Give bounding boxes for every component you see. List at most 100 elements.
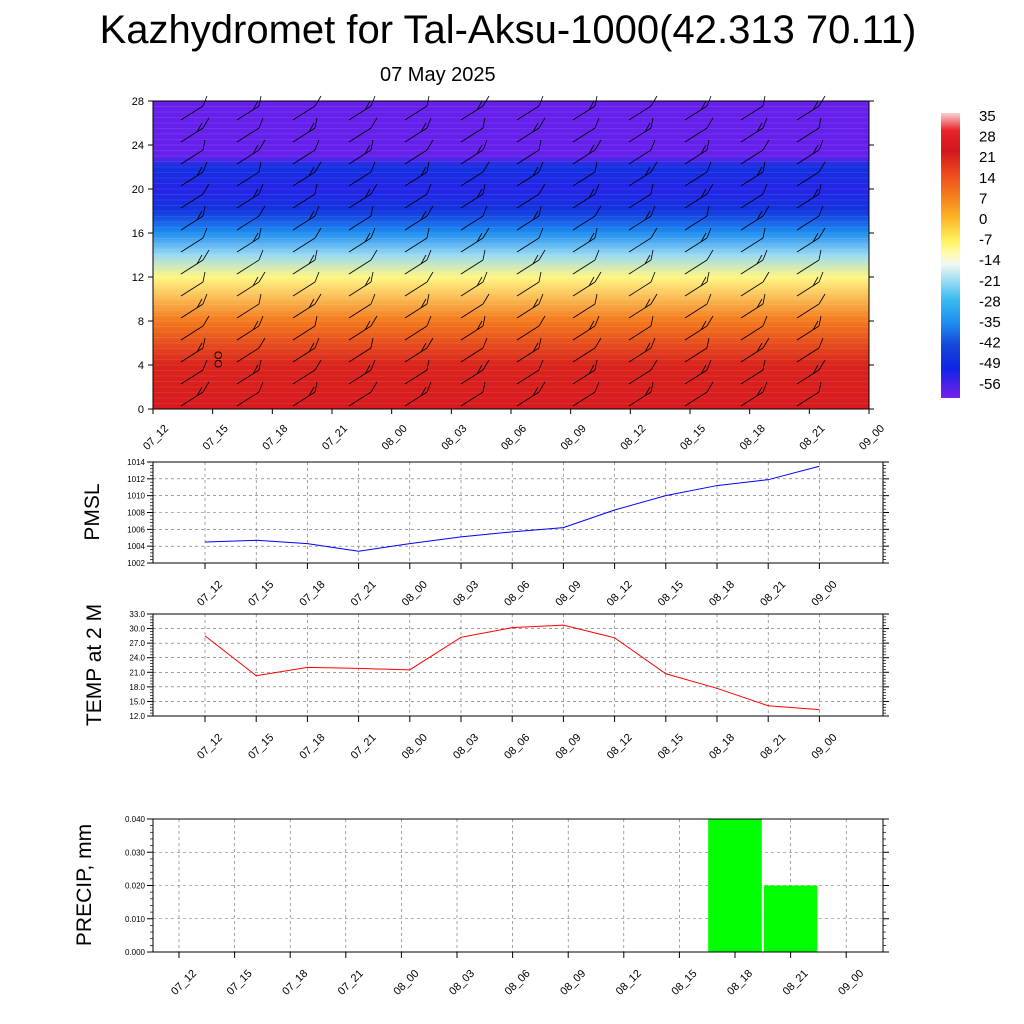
wind-barb <box>516 183 546 209</box>
x-tick-label: 07_12 <box>169 968 199 998</box>
x-tick-label: 09_00 <box>836 968 866 998</box>
wind-barb <box>180 271 206 297</box>
wind-barb <box>628 271 656 297</box>
x-tick-label: 08_09 <box>558 968 588 998</box>
wind-barb <box>292 337 320 363</box>
plot-frame <box>152 613 884 717</box>
wind-barb <box>460 381 486 407</box>
wind-barb <box>348 271 374 297</box>
wind-barb <box>292 271 320 297</box>
wind-barb <box>348 293 376 319</box>
wind-barb <box>628 161 658 187</box>
x-tick-label: 08_06 <box>502 732 532 762</box>
x-tick-label: 08_15 <box>678 423 708 453</box>
wind-barb <box>572 161 598 187</box>
x-tick-label: 09_00 <box>809 732 839 762</box>
colorbar-label: 28 <box>979 129 996 146</box>
wind-barb <box>236 337 266 363</box>
wind-barb <box>740 337 770 363</box>
wind-barb <box>684 205 710 231</box>
y-axis-title: PRECIP, mm <box>73 824 96 946</box>
x-tick-label: 08_09 <box>553 579 583 609</box>
wind-barb <box>460 271 488 297</box>
colorbar <box>941 113 960 398</box>
wind-barb <box>236 381 264 407</box>
wind-barb <box>796 293 826 319</box>
wind-barb <box>180 227 208 253</box>
x-tick-label: 09_00 <box>809 579 839 609</box>
wind-barb <box>180 381 210 407</box>
wind-barb <box>572 337 602 363</box>
wind-barb <box>348 315 378 341</box>
wind-barb <box>180 293 208 319</box>
wind-barb <box>740 271 770 297</box>
y-tick-label: 1006 <box>127 525 145 534</box>
wind-barb <box>404 271 434 297</box>
wind-barb <box>740 249 768 275</box>
wind-barb <box>740 139 770 165</box>
wind-barb <box>236 139 266 165</box>
y-tick-label: 0.040 <box>125 815 146 824</box>
wind-barb <box>740 381 768 407</box>
wind-barb <box>796 205 824 231</box>
wind-barb <box>740 359 766 385</box>
wind-barb <box>516 337 542 363</box>
wind-barb <box>516 359 544 385</box>
y-axis-title: PMSL <box>81 483 104 540</box>
x-tick-label: 07_15 <box>246 732 276 762</box>
x-tick-label: 09_00 <box>857 423 887 453</box>
x-tick-label: 08_21 <box>797 423 827 453</box>
y-tick-label: 24 <box>132 140 144 152</box>
precip-bar <box>763 885 818 952</box>
wind-barb <box>516 117 546 143</box>
y-tick-label: 4 <box>138 360 144 372</box>
wind-barb <box>796 249 822 275</box>
x-tick-label: 08_21 <box>758 732 788 762</box>
wind-barb <box>684 337 710 363</box>
wind-barb <box>516 205 542 231</box>
wind-barb <box>740 205 770 231</box>
colorbar-label: 0 <box>979 211 987 228</box>
wind-barb <box>628 381 654 407</box>
wind-barb <box>572 139 602 165</box>
wind-barb <box>292 359 322 385</box>
wind-barb <box>628 139 656 165</box>
wind-barb <box>180 337 206 363</box>
wind-barb <box>572 117 600 143</box>
y-tick-label: 0.000 <box>125 948 146 957</box>
x-tick-label: 08_03 <box>451 732 481 762</box>
wind-barb <box>684 249 714 275</box>
y-tick-label: 18.0 <box>129 683 145 692</box>
wind-barb <box>796 337 824 363</box>
wind-barb <box>236 205 266 231</box>
wind-barb <box>628 183 654 209</box>
x-tick-label: 08_06 <box>502 579 532 609</box>
wind-barb <box>404 227 430 253</box>
x-tick-label: 07_18 <box>260 423 290 453</box>
y-tick-label: 28 <box>132 96 144 108</box>
wind-barb <box>684 139 710 165</box>
wind-barb <box>236 315 264 341</box>
y-tick-label: 1008 <box>127 509 145 518</box>
colorbar-label: -14 <box>979 252 1001 269</box>
wind-barb <box>348 117 378 143</box>
x-tick-label: 08_00 <box>400 732 430 762</box>
wind-barb <box>516 139 542 165</box>
colorbar-label: -21 <box>979 273 1001 290</box>
wind-barb <box>180 183 210 209</box>
wind-barb <box>460 227 490 253</box>
wind-barb <box>292 139 320 165</box>
x-tick-label: 08_09 <box>553 732 583 762</box>
x-tick-label: 07_21 <box>349 579 379 609</box>
x-tick-label: 08_21 <box>758 579 788 609</box>
wind-barb <box>404 381 432 407</box>
wind-barb <box>460 293 490 319</box>
wind-barb <box>180 117 210 143</box>
wind-barb <box>684 381 714 407</box>
wind-barb <box>460 359 490 385</box>
wind-barb <box>796 139 824 165</box>
x-tick-label: 08_18 <box>725 968 755 998</box>
wind-barb <box>292 381 318 407</box>
wind-barb <box>404 359 430 385</box>
